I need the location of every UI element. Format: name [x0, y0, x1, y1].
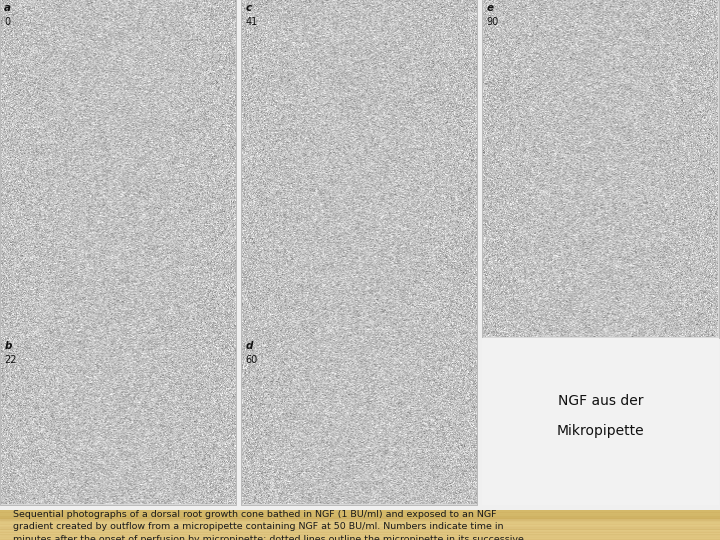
Bar	[482, 338, 719, 505]
Text: c: c	[246, 3, 252, 14]
Bar	[482, 0, 719, 338]
Text: 60: 60	[246, 355, 258, 365]
Text: 0: 0	[4, 17, 11, 28]
Bar	[0, 518, 720, 540]
Text: 41: 41	[246, 17, 258, 28]
Bar	[0, 510, 720, 540]
Text: b: b	[4, 341, 12, 351]
Bar	[241, 338, 477, 505]
Bar	[241, 0, 477, 338]
Text: 22: 22	[4, 355, 17, 365]
Bar	[0, 0, 236, 338]
Text: NGF aus der: NGF aus der	[558, 394, 643, 408]
Text: 90: 90	[487, 17, 499, 28]
Text: Mikropipette: Mikropipette	[557, 424, 644, 438]
Bar	[0, 338, 236, 505]
Text: Sequential photographs of a dorsal root growth cone bathed in NGF (1 BU/ml) and : Sequential photographs of a dorsal root …	[13, 510, 524, 540]
Text: d: d	[246, 341, 253, 351]
Text: e: e	[487, 3, 494, 14]
Text: a: a	[4, 3, 12, 14]
